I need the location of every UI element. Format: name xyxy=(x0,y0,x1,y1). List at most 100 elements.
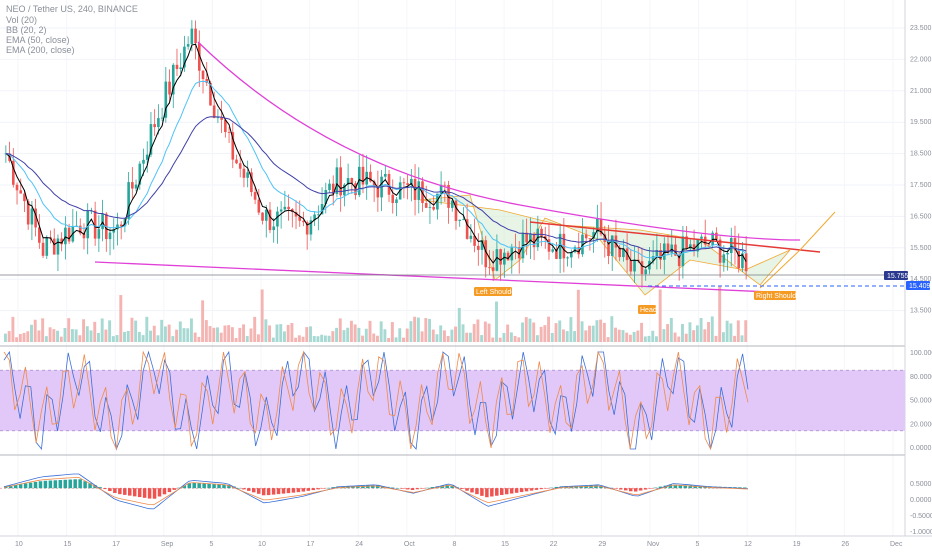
candle-body xyxy=(335,167,339,195)
annotation-right-shoulder[interactable]: Right Shoulder xyxy=(754,291,803,300)
candle-body xyxy=(324,189,328,205)
volume-bar xyxy=(744,320,748,342)
macd-histogram-bar xyxy=(465,488,469,491)
macd-histogram-bar xyxy=(53,480,58,489)
volume-bar xyxy=(175,329,179,342)
volume-bar xyxy=(275,324,279,342)
time-tick-label: 12 xyxy=(744,541,752,548)
candle-body xyxy=(410,178,413,186)
volume-bar xyxy=(82,319,86,342)
volume-bar xyxy=(733,335,737,342)
candle-body xyxy=(11,160,15,185)
upper-wedge-line[interactable] xyxy=(197,41,801,241)
macd-histogram-bar xyxy=(445,484,449,489)
macd-histogram-bar xyxy=(549,487,554,489)
volume-bar xyxy=(535,335,539,342)
candle-body xyxy=(607,242,610,257)
volume-bar xyxy=(413,316,417,342)
macd-histogram-bar xyxy=(261,488,266,496)
volume-bar xyxy=(602,322,606,342)
candle-body xyxy=(142,159,145,164)
candle-body xyxy=(651,256,655,261)
volume-bar xyxy=(230,327,234,342)
volume-bar xyxy=(409,321,413,342)
volume-bar xyxy=(487,323,491,342)
candle-body xyxy=(499,249,502,265)
candle-body xyxy=(432,206,435,210)
volume-bar xyxy=(74,329,78,342)
annotation-head[interactable]: Head xyxy=(638,305,657,314)
volume-bar xyxy=(714,335,718,342)
time-axis[interactable]: 10 15 17 Sep 5 10 17 24 Oct 8 15 22 29 Nov 5 12 19 26 Dec xyxy=(15,541,903,548)
volume-bar xyxy=(346,327,350,342)
candle-body xyxy=(235,159,238,164)
macd-histogram-bar xyxy=(326,487,330,489)
candle-body xyxy=(718,239,722,263)
candle-body xyxy=(30,208,34,225)
volume-bar xyxy=(681,323,684,342)
macd-histogram-bar xyxy=(405,488,410,490)
candle-body xyxy=(320,204,324,215)
volume-bar xyxy=(547,316,551,342)
macd-histogram-bar xyxy=(599,485,603,489)
volume-bar xyxy=(327,335,331,342)
candle-body xyxy=(328,183,331,190)
candle-body xyxy=(190,28,194,45)
volume-bar xyxy=(398,328,402,342)
macd-panel xyxy=(0,473,749,510)
macd-histogram-bar xyxy=(187,483,192,489)
macd-histogram-bar xyxy=(475,488,479,495)
macd-histogram-bar xyxy=(207,483,211,489)
volume-bar xyxy=(428,318,431,342)
volume-bar xyxy=(517,337,521,342)
volume-bar xyxy=(201,300,205,342)
macd-histogram-bar xyxy=(88,483,92,489)
volume-bar xyxy=(294,337,298,342)
macd-line xyxy=(3,473,749,510)
price-tick-label: 22.000 xyxy=(910,56,932,63)
candle-body xyxy=(268,209,272,231)
candle-body xyxy=(581,234,584,255)
price-axis[interactable]: 23.500 22.000 21.000 19.500 18.500 17.500 16.5… xyxy=(910,25,932,536)
candle-body xyxy=(569,252,573,258)
candle-body xyxy=(112,229,116,233)
macd-histogram-bar xyxy=(316,488,320,490)
macd-histogram-bar xyxy=(227,484,231,489)
volume-bar xyxy=(383,329,387,342)
volume-bar xyxy=(134,320,138,342)
candle-body xyxy=(372,181,376,186)
volume-bar xyxy=(554,323,558,342)
volume-bar xyxy=(186,328,190,342)
volume-bar xyxy=(636,330,640,342)
candle-body xyxy=(677,255,681,267)
macd-histogram-bar xyxy=(242,488,246,490)
volume-bar xyxy=(208,326,212,342)
candle-body xyxy=(171,64,175,95)
macd-histogram-bar xyxy=(291,488,296,493)
macd-histogram-bar xyxy=(693,485,697,489)
lower-wedge-line[interactable] xyxy=(94,261,771,293)
candle-body xyxy=(212,105,216,118)
time-tick-label: 17 xyxy=(112,541,120,548)
macd-histogram-bar xyxy=(366,485,370,489)
stoch-tick-label: 100.0000 xyxy=(910,350,932,357)
candle-body xyxy=(659,249,662,260)
legend-symbol: NEO / Tether US, 240, BINANCE xyxy=(6,4,138,14)
volume-bar xyxy=(52,329,56,342)
volume-bar xyxy=(309,326,312,342)
candle-body xyxy=(629,260,633,272)
macd-histogram-bar xyxy=(266,488,271,496)
neckline[interactable] xyxy=(529,221,821,253)
volume-bar xyxy=(234,337,238,342)
candle-body xyxy=(376,185,380,198)
stoch-d-line xyxy=(3,350,749,451)
macd-histogram-bar xyxy=(589,485,593,489)
macd-histogram-bar xyxy=(28,482,33,489)
candle-body xyxy=(354,183,357,196)
candle-body xyxy=(201,70,205,80)
time-tick-label: 5 xyxy=(696,541,700,548)
candle-body xyxy=(209,82,212,106)
annotation-left-shoulder[interactable]: Left Shoulder xyxy=(474,287,518,296)
volume-bar xyxy=(227,325,231,342)
